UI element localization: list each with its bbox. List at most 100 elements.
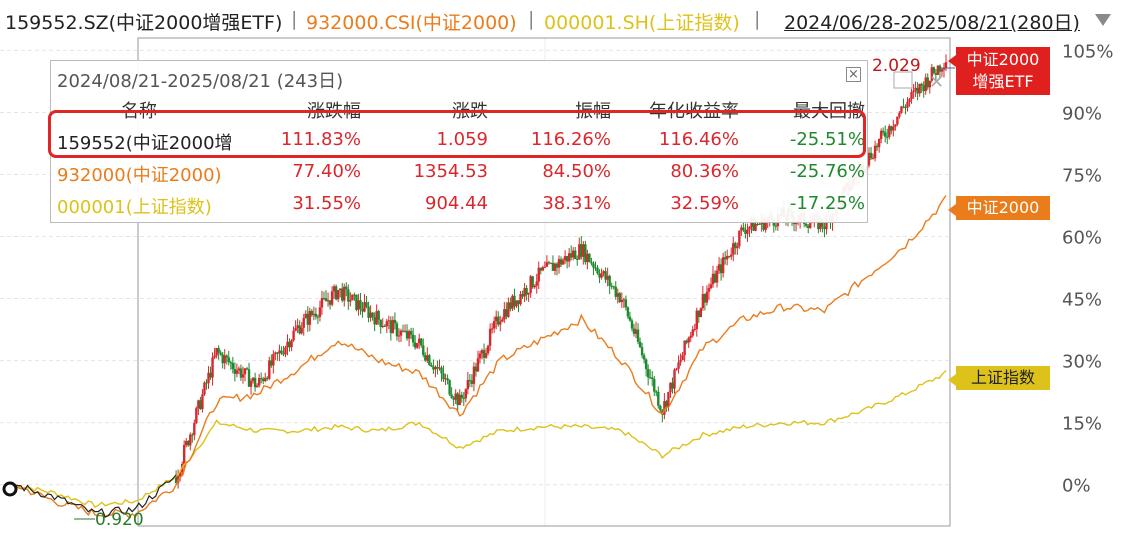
candle-body bbox=[387, 320, 391, 322]
popup-column-header[interactable]: 名称 bbox=[121, 101, 157, 122]
popup-column-header[interactable]: 年化收益率 bbox=[649, 101, 739, 122]
candle-body bbox=[699, 308, 703, 317]
candle-body bbox=[292, 330, 295, 341]
header-csi-label[interactable]: 932000.CSI(中证2000) bbox=[306, 12, 517, 34]
candle-body bbox=[634, 329, 638, 334]
candle-body bbox=[740, 227, 743, 231]
expand-icon[interactable] bbox=[893, 71, 913, 89]
candle-body bbox=[456, 393, 459, 406]
candle-body bbox=[758, 223, 761, 225]
candle-body bbox=[365, 302, 368, 307]
candle-body bbox=[873, 145, 877, 159]
candle-body bbox=[251, 377, 255, 381]
candle-body bbox=[411, 334, 415, 343]
series-tag-sh: 上证指数 bbox=[948, 366, 1050, 390]
candle-body bbox=[616, 293, 619, 297]
candle-body bbox=[669, 382, 672, 393]
candle-body bbox=[533, 285, 536, 288]
candle-body bbox=[462, 397, 465, 399]
candle-body bbox=[774, 225, 778, 227]
candle-body bbox=[174, 476, 178, 484]
candle-body bbox=[942, 68, 946, 70]
header-etf-label[interactable]: 159552.SZ(中证2000增强ETF) bbox=[5, 12, 283, 34]
candle-body bbox=[415, 343, 419, 348]
candle-body bbox=[480, 350, 484, 354]
candle-body bbox=[286, 341, 289, 348]
candle-body bbox=[296, 325, 299, 329]
series-tag-etf-line1: 中证2000 bbox=[966, 50, 1040, 69]
y-tick-label: 0% bbox=[1062, 476, 1091, 497]
header-sh-label[interactable]: 000001.SH(上证指数) bbox=[544, 12, 740, 34]
candle-body bbox=[276, 352, 279, 354]
candle-body bbox=[888, 126, 891, 137]
candle-body bbox=[478, 353, 482, 359]
candle-body bbox=[397, 335, 401, 337]
close-icon[interactable]: ✕ bbox=[929, 72, 944, 93]
popup-row-value: 1354.53 bbox=[413, 161, 488, 182]
popup-row-value: 38.31% bbox=[542, 193, 611, 214]
candle-body bbox=[178, 472, 182, 477]
candle-body bbox=[407, 331, 411, 339]
candle-body bbox=[730, 254, 733, 257]
candle-body bbox=[691, 329, 694, 336]
candle-body bbox=[454, 393, 457, 400]
candle-body bbox=[725, 255, 729, 260]
candle-body bbox=[235, 370, 239, 374]
chevron-down-icon[interactable] bbox=[1093, 12, 1113, 28]
popup-close-icon[interactable]: × bbox=[846, 67, 861, 82]
candle-body bbox=[715, 270, 719, 283]
popup-row-value: 111.83% bbox=[280, 129, 361, 150]
candle-body bbox=[444, 378, 447, 380]
candle-body bbox=[468, 380, 472, 382]
popup-column-header[interactable]: 振幅 bbox=[575, 101, 611, 122]
popup-column-header[interactable]: 涨跌幅 bbox=[307, 101, 361, 122]
candle-body bbox=[525, 287, 528, 295]
candle-body bbox=[924, 77, 927, 92]
candle-body bbox=[422, 345, 425, 356]
candle-body bbox=[448, 380, 451, 395]
series-tag-etf-line2: 增强ETF bbox=[972, 72, 1034, 91]
candle-body bbox=[207, 372, 210, 384]
candle-body bbox=[614, 286, 617, 297]
candle-body bbox=[689, 335, 692, 338]
candle-body bbox=[537, 267, 540, 282]
candle-body bbox=[742, 227, 745, 230]
candle-body bbox=[274, 352, 277, 355]
candle-body bbox=[721, 257, 725, 274]
candle-body bbox=[590, 262, 593, 264]
candle-body bbox=[310, 310, 314, 316]
candle-body bbox=[223, 355, 226, 364]
candle-body bbox=[203, 382, 206, 395]
candle-body bbox=[711, 273, 715, 285]
candle-body bbox=[219, 352, 222, 355]
popup-column-header[interactable]: 涨跌 bbox=[452, 101, 488, 122]
candle-body bbox=[476, 358, 480, 372]
candle-body bbox=[732, 243, 735, 255]
candle-body bbox=[823, 226, 826, 230]
candle-body bbox=[314, 313, 318, 317]
candle-body bbox=[697, 310, 701, 317]
candle-body bbox=[322, 297, 326, 299]
candle-body bbox=[717, 264, 721, 271]
date-range-selector[interactable]: 2024/06/28-2025/08/21(280日) bbox=[784, 12, 1080, 34]
candle-body bbox=[549, 262, 553, 264]
candle-body bbox=[646, 369, 650, 378]
candle-body bbox=[371, 312, 374, 318]
candle-body bbox=[877, 139, 881, 148]
candle-body bbox=[499, 321, 502, 325]
candle-body bbox=[934, 73, 938, 75]
candle-body bbox=[278, 350, 281, 354]
candle-body bbox=[819, 218, 822, 230]
candle-body bbox=[582, 244, 585, 257]
candle-body bbox=[403, 330, 407, 332]
candle-body bbox=[334, 286, 338, 300]
candle-body bbox=[440, 367, 443, 374]
candle-body bbox=[875, 145, 879, 148]
candle-body bbox=[420, 338, 423, 346]
candle-body bbox=[705, 291, 709, 303]
candle-body bbox=[284, 347, 287, 355]
candle-body bbox=[910, 92, 913, 100]
candle-body bbox=[764, 221, 767, 230]
popup-column-header[interactable]: 最大回撤 bbox=[793, 101, 865, 122]
candle-body bbox=[336, 290, 340, 300]
